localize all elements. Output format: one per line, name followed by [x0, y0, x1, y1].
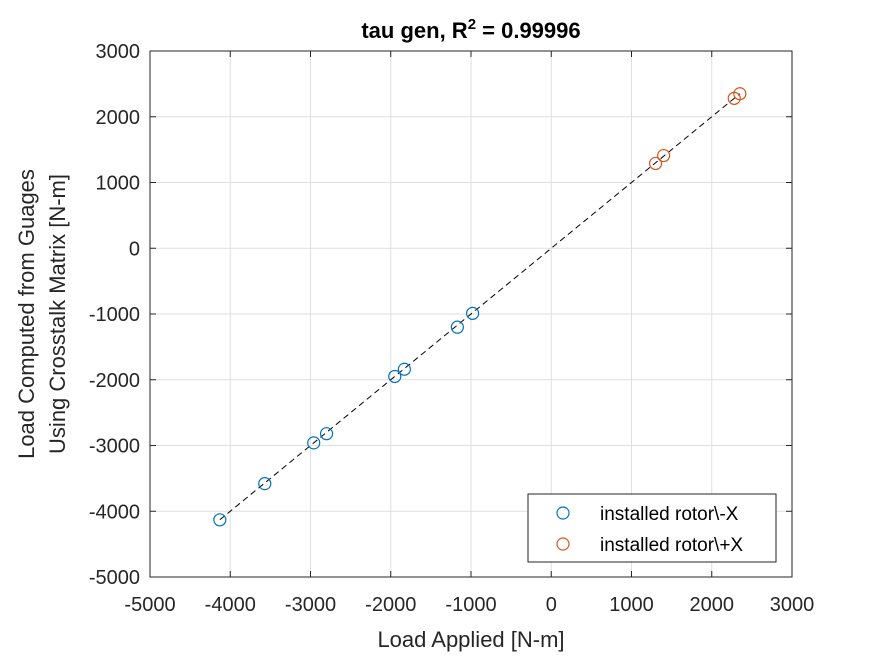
y-axis-label-line-1: Load Computed from Guages	[14, 169, 39, 459]
data-point-installed-rotorplusx	[733, 87, 747, 101]
legend-marker-installed-rotor-plus-x	[556, 537, 570, 551]
y-tick-label: 0	[129, 238, 140, 260]
data-point-installed-rotorminusx	[450, 320, 464, 334]
data-points	[213, 87, 747, 527]
y-tick-label: -5000	[89, 567, 140, 589]
x-tick-label: 0	[546, 594, 557, 616]
title-superscript: 2	[468, 16, 476, 33]
x-tick-label: 3000	[770, 594, 815, 616]
data-point-installed-rotorplusx	[656, 148, 671, 163]
title-prefix: tau gen, R	[361, 18, 467, 43]
x-tick-label: -2000	[365, 594, 416, 616]
data-point-installed-rotorminusx	[388, 369, 402, 384]
data-point-installed-rotorminusx	[319, 427, 334, 441]
data-point-installed-rotorminusx	[466, 306, 480, 320]
x-tick-label: -5000	[124, 594, 175, 616]
y-tick-label: -4000	[89, 501, 140, 523]
legend-marker-installed-rotor-minus-x	[556, 506, 570, 520]
y-tick-label: 3000	[96, 41, 141, 63]
x-tick-label: -4000	[205, 594, 256, 616]
y-tick-label: 1000	[96, 173, 141, 195]
title-suffix: = 0.99996	[476, 18, 581, 43]
x-axis-label: Load Applied [N-m]	[377, 627, 564, 652]
y-tick-label: -1000	[89, 304, 140, 326]
y-tick-label: -2000	[89, 370, 140, 392]
data-point-installed-rotorminusx	[397, 362, 411, 376]
series-installed-rotorplusx	[648, 87, 747, 171]
x-tick-label: -3000	[285, 594, 336, 616]
series-installed-rotorminusx	[213, 306, 480, 527]
y-axis-label-line-2: Using Crosstalk Matrix [N-m]	[45, 174, 70, 454]
x-tick-label: 2000	[690, 594, 735, 616]
x-tick-label: 1000	[609, 594, 654, 616]
fit-line-group	[219, 93, 741, 521]
x-tick-label: -1000	[445, 594, 496, 616]
data-point-installed-rotorminusx	[258, 477, 272, 491]
data-point-installed-rotorminusx	[307, 436, 321, 450]
y-tick-label: -3000	[89, 436, 140, 458]
data-point-installed-rotorplusx	[648, 156, 663, 171]
legend-label-installed-rotor-minus-x: installed rotor\-X	[600, 504, 739, 525]
fit-line	[219, 93, 741, 521]
axis-ticks: -5000 -4000 -3000 -2000 -1000 0 1000 2000 3000 -5…	[89, 41, 814, 616]
y-tick-label: 2000	[96, 107, 141, 129]
legend-box	[527, 493, 777, 563]
legend-label-installed-rotor-plus-x: installed rotor\+X	[600, 535, 743, 556]
data-point-installed-rotorminusx	[213, 513, 227, 527]
legend: installed rotor\-X installed rotor\+X	[527, 493, 777, 563]
y-axis-label: Load Computed from Guages Using Crosstal…	[14, 169, 70, 459]
chart-title: tau gen, R2 = 0.99996	[361, 16, 580, 43]
